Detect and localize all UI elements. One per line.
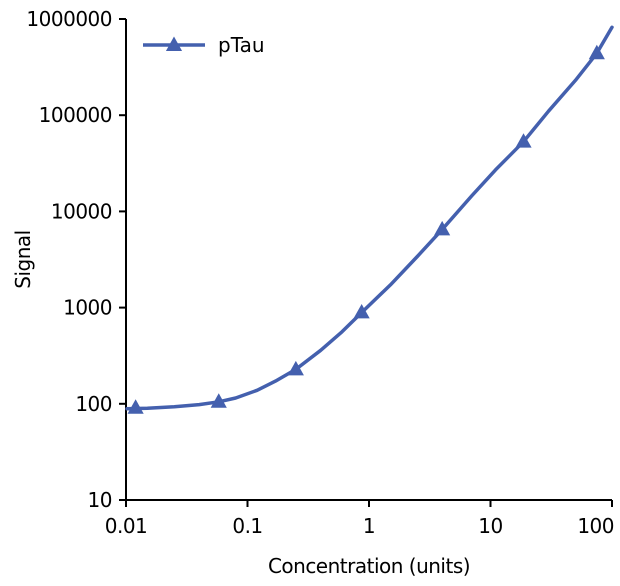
data-point-triangle [434,220,451,236]
data-point-triangle [515,133,532,148]
x-tick-label: 0.01 [105,514,148,538]
x-tick-label: 1 [363,514,375,538]
x-tick-label: 100 [577,514,614,538]
y-tick-label: 100000 [39,103,112,127]
x-axis-ticks: 0.01 0.1 1 10 100 [105,500,615,538]
y-tick-label: 1000 [63,296,112,320]
y-axis-title: Signal [11,230,35,288]
x-axis-title: Concentration (units) [268,554,470,578]
data-point-triangle [210,393,227,408]
series-line [125,25,614,411]
x-tick-label: 10 [478,514,502,538]
axes [125,19,612,501]
series-markers [127,44,605,414]
legend: pTau [143,33,265,57]
data-point-triangle [287,360,304,376]
y-axis-ticks: 10 100 1000 10000 100000 1000000 [26,7,126,512]
x-tick-label: 0.1 [232,514,262,538]
data-point-triangle [353,303,370,319]
legend-triangle-icon [165,36,183,51]
series-ptau [125,25,614,414]
legend-label: pTau [218,33,265,57]
y-tick-label: 10 [88,488,112,512]
data-point-triangle [588,44,605,60]
y-tick-label: 100 [75,392,112,416]
y-tick-label: 1000000 [26,7,112,31]
data-point-triangle [127,399,144,414]
y-tick-label: 10000 [51,199,112,223]
